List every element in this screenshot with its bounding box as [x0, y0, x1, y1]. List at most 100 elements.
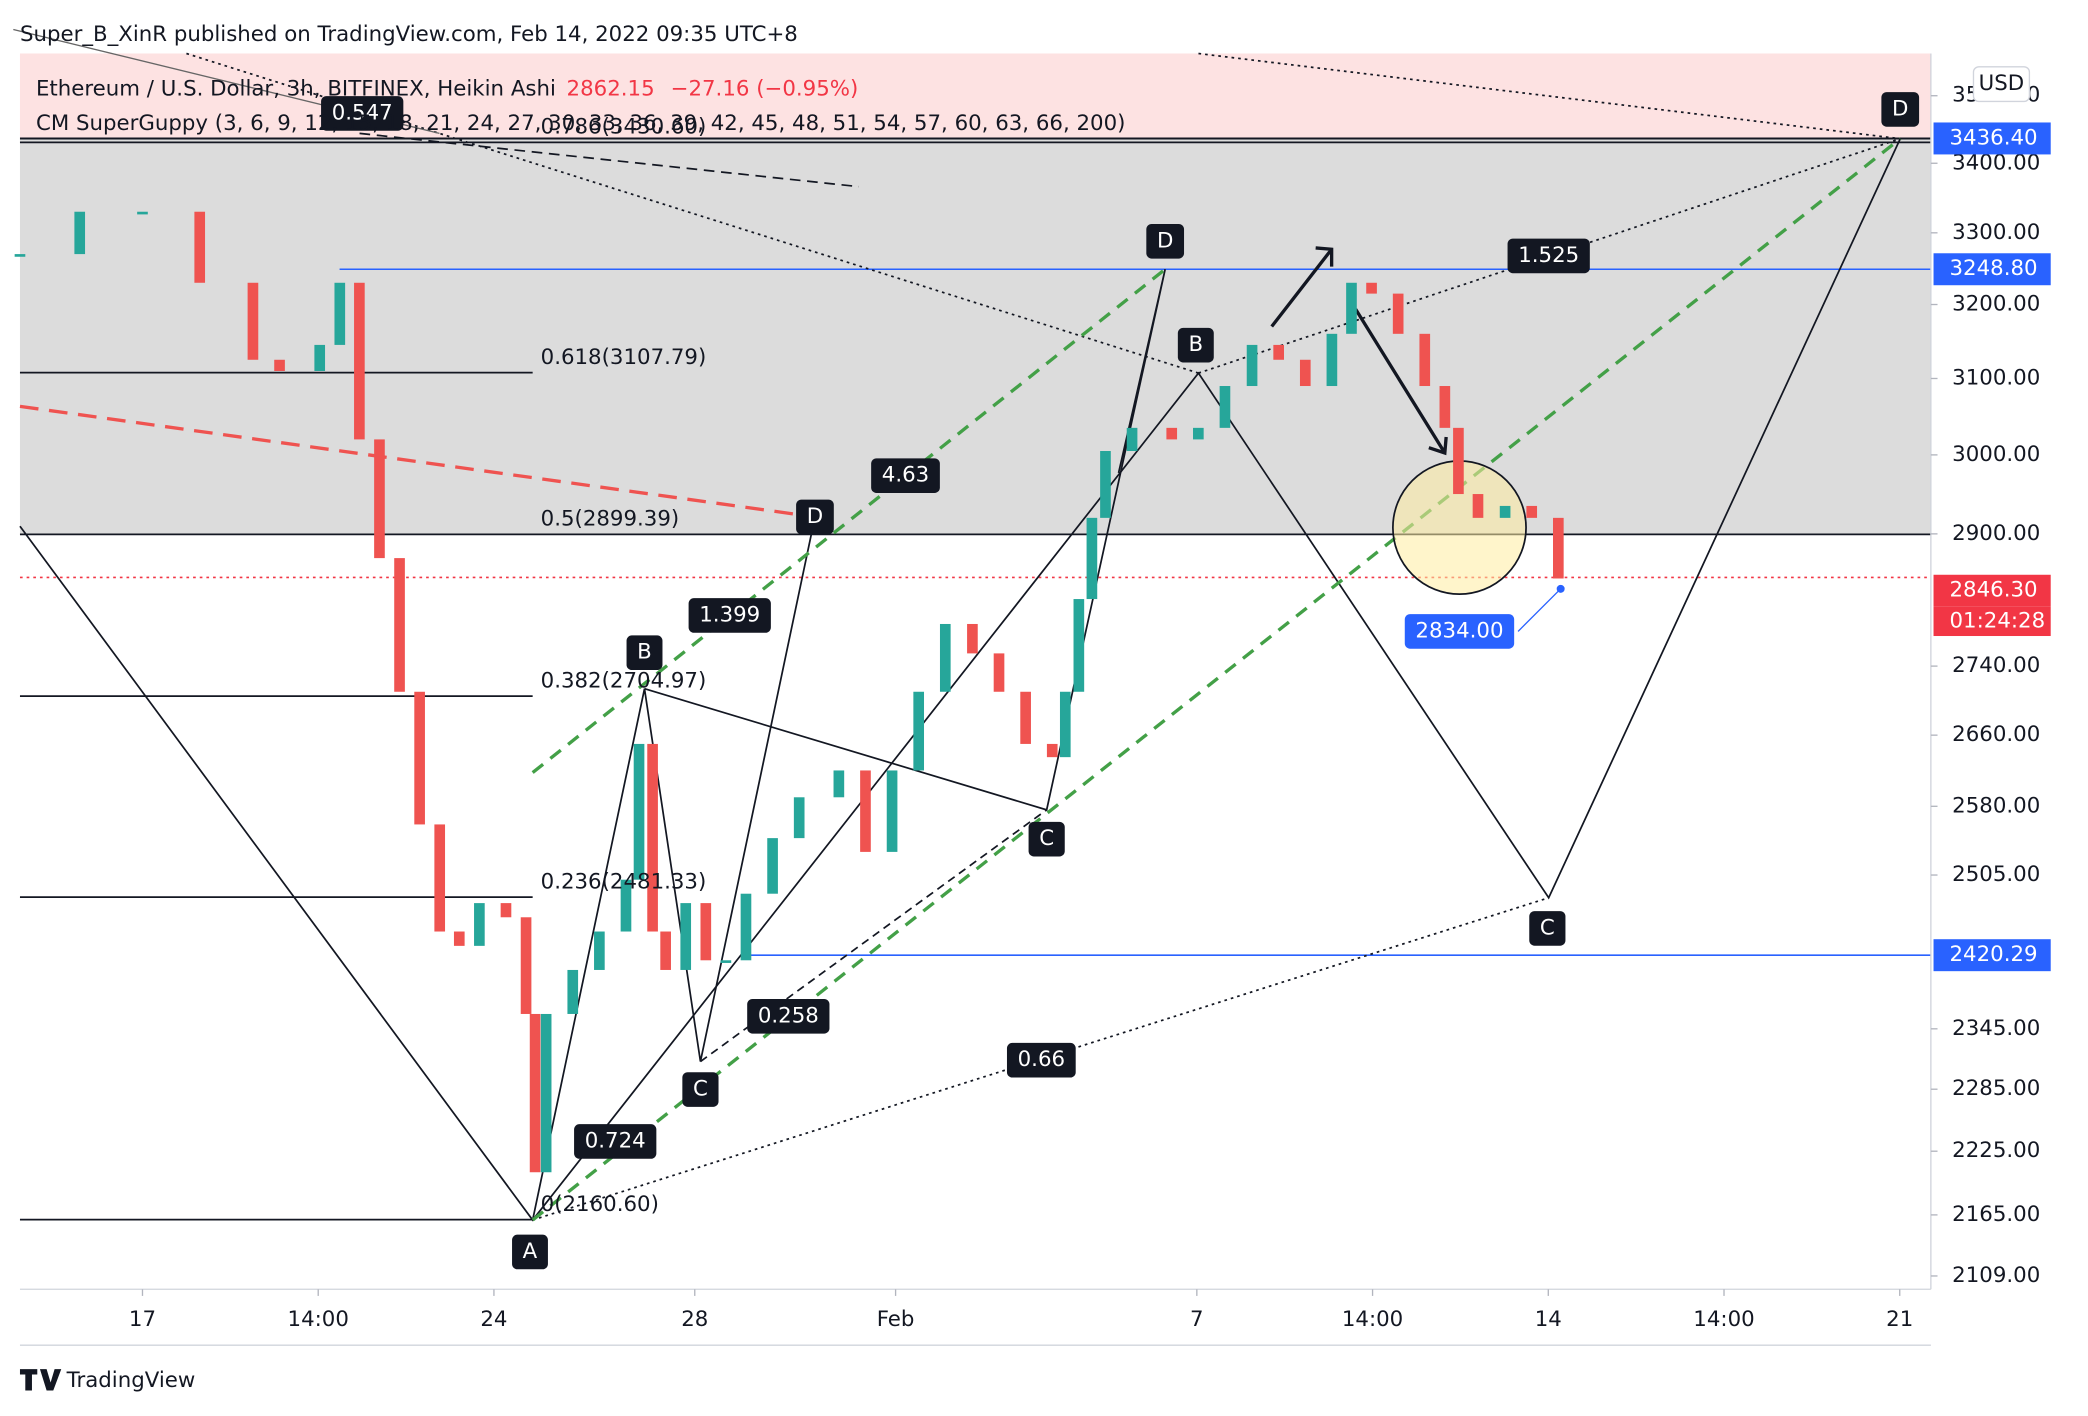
y-tick-label: 2660.00: [1952, 722, 2040, 747]
candle: [1453, 427, 1464, 495]
candle: [1100, 451, 1111, 518]
pattern-point-box: [1028, 821, 1065, 857]
candle: [1326, 333, 1338, 387]
fib-label: 0.786(3430.60): [541, 115, 707, 140]
x-tick-label: 14:00: [1342, 1307, 1403, 1332]
x-tick-label: 21: [1886, 1307, 1913, 1332]
callout-box: [1404, 614, 1515, 649]
y-tick-label: 2505.00: [1952, 862, 2040, 887]
candle: [700, 903, 712, 961]
y-tick-label: 2345.00: [1952, 1016, 2040, 1041]
x-tick-label: 14:00: [1693, 1307, 1754, 1332]
candle: [247, 282, 259, 360]
pattern-point: C: [1540, 915, 1555, 940]
ratio-label-box: [1507, 238, 1590, 274]
candle: [633, 743, 645, 880]
candle: [1553, 517, 1564, 579]
red-dashed-line: [19, 404, 816, 519]
candle: [1419, 333, 1431, 387]
dotted-line: [1198, 52, 1901, 140]
candle: [1166, 427, 1178, 440]
price-badge-label: 2420.29: [1950, 942, 2038, 967]
arrows: [1270, 246, 1448, 456]
candle: [1073, 599, 1085, 692]
candle: [194, 211, 206, 283]
candle: [886, 770, 898, 852]
y-tick-label: 2285.00: [1952, 1076, 2040, 1101]
candle: [354, 282, 365, 440]
candle: [1299, 359, 1311, 387]
pattern-point-box: [1177, 327, 1214, 363]
pattern-point-box: [796, 499, 834, 535]
pattern-point-box: [1146, 223, 1185, 259]
pattern-point: C: [693, 1077, 708, 1102]
callout-line: [1517, 588, 1562, 632]
publisher-line: Super_B_XinR published on TradingView.co…: [20, 22, 798, 47]
y-tick-label: 2165.00: [1952, 1202, 2040, 1227]
price-badge-label: 2846.30: [1950, 578, 2038, 603]
candle: [833, 770, 845, 798]
drawings: [13, 28, 1902, 1222]
zone-band: [19, 138, 1931, 535]
candle: [137, 211, 148, 215]
currency-box[interactable]: [1972, 66, 2031, 103]
ratio-label: 0.724: [585, 1128, 646, 1153]
countdown-badge: [1933, 606, 2051, 637]
price-badge: [1933, 939, 2051, 972]
y-tick-label: 3000.00: [1952, 442, 2040, 467]
logo-icon: [19, 1369, 62, 1391]
y-tick-label: 2109.00: [1952, 1263, 2040, 1288]
ratio-label-box: [747, 998, 830, 1034]
candle: [939, 623, 951, 692]
ratio-label: 4.63: [882, 463, 929, 488]
pattern-point-box: [626, 635, 663, 671]
y-tick-label: 3200.00: [1952, 292, 2040, 317]
ratio-label: 0.66: [1018, 1047, 1065, 1072]
candle: [1392, 293, 1404, 334]
price: 2862.15: [567, 76, 655, 101]
pattern-point-box: [1881, 92, 1920, 127]
candle: [967, 623, 978, 654]
symbol: Ethereum / U.S. Dollar, 3h, BITFINEX, He…: [36, 76, 556, 101]
callout: 2834.00: [1415, 618, 1503, 643]
candle: [1366, 282, 1377, 294]
ratio-label-box: [1006, 1042, 1076, 1078]
candle: [1059, 691, 1071, 758]
pattern-point: D: [807, 504, 823, 529]
candle: [1020, 691, 1031, 744]
x-tick-label: 17: [129, 1307, 156, 1332]
candle: [1472, 494, 1484, 518]
pattern-point-box: [1529, 911, 1566, 946]
candle: [394, 558, 405, 692]
candle: [680, 903, 692, 970]
pattern-point: D: [1892, 96, 1908, 121]
x-tick-label: 14:00: [288, 1307, 349, 1332]
candle: [1499, 505, 1511, 518]
abcd-pattern: [644, 269, 1167, 811]
candle: [767, 838, 778, 894]
candle: [1046, 743, 1058, 758]
ratio-label-box: [574, 1124, 657, 1159]
candle: [647, 743, 658, 932]
currency[interactable]: USD: [1979, 71, 2025, 96]
candle: [434, 824, 446, 932]
logo: TradingView: [66, 1368, 196, 1393]
candle: [74, 211, 86, 255]
price-badge: [1933, 253, 2051, 286]
candle: [620, 879, 632, 932]
countdown: 01:24:28: [1950, 608, 2046, 633]
candle: [1193, 427, 1204, 440]
candle: [1346, 282, 1357, 334]
fib-label: 0.382(2704.97): [541, 668, 707, 693]
fib-label: 0(2160.60): [541, 1192, 659, 1217]
candle: [1273, 344, 1284, 360]
candle: [1246, 344, 1258, 387]
x-tick-label: 14: [1535, 1307, 1562, 1332]
candle: [1086, 517, 1098, 600]
candle: [500, 903, 512, 918]
ratio-label: 0.547: [332, 100, 393, 125]
ratio-label: 1.525: [1518, 243, 1579, 268]
fib-label: 0.236(2481.33): [541, 870, 707, 895]
